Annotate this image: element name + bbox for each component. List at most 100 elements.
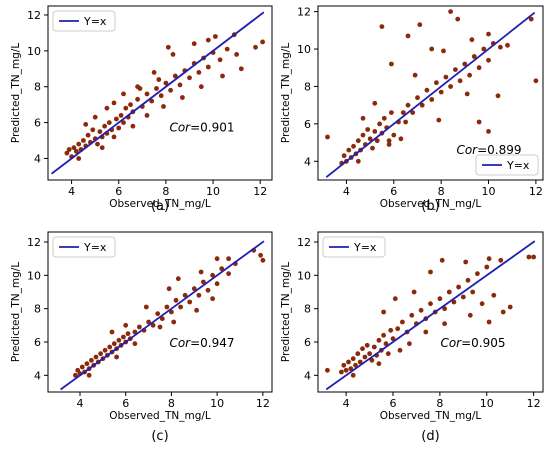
data-point: [531, 254, 536, 260]
legend: Y=x: [52, 10, 116, 32]
data-point: [486, 31, 491, 37]
data-point: [438, 89, 444, 95]
data-point: [442, 321, 447, 327]
y-tick-label: 6: [34, 117, 41, 130]
data-point: [415, 95, 420, 101]
data-point: [395, 326, 401, 332]
data-point: [83, 122, 89, 127]
data-point: [381, 332, 386, 338]
data-point: [486, 57, 491, 63]
y-tick-label: 8: [34, 81, 41, 94]
y-axis-label: Predicted_TN_mg/L: [280, 43, 292, 143]
data-point: [118, 113, 124, 118]
x-tick-label: 8: [438, 185, 445, 198]
data-point: [219, 266, 225, 272]
data-point: [226, 256, 232, 262]
data-point: [146, 319, 152, 325]
data-point: [106, 120, 112, 125]
x-axis-label: Observed_TN_mg/L: [109, 198, 211, 210]
correlation-symbol: Cor: [169, 120, 191, 134]
data-point: [429, 97, 435, 102]
x-tick-label: 4: [77, 397, 84, 410]
data-point: [154, 86, 159, 91]
correlation-value: =0.899: [477, 143, 521, 157]
data-point: [388, 327, 394, 333]
data-point: [505, 42, 510, 48]
x-tick-label: 10: [206, 185, 220, 198]
data-point: [341, 153, 347, 159]
data-point: [198, 269, 204, 275]
correlation-label: Cor=0.947: [169, 336, 234, 350]
data-point: [201, 279, 206, 285]
correlation-value: =0.947: [190, 336, 234, 350]
data-point: [350, 372, 356, 378]
correlation-label: Cor=0.901: [169, 120, 234, 134]
data-point: [170, 52, 176, 57]
data-point: [439, 257, 445, 263]
data-point: [383, 341, 389, 347]
correlation-symbol: Cor: [440, 336, 462, 350]
data-point: [377, 121, 382, 127]
data-point: [104, 105, 110, 111]
data-point: [400, 110, 406, 115]
y-tick-label: 10: [297, 43, 311, 56]
y-tick-label: 10: [27, 269, 41, 282]
y-tick-label: 6: [304, 118, 311, 131]
data-point: [424, 87, 430, 93]
data-point: [434, 80, 439, 86]
correlation-label: Cor=0.905: [440, 336, 505, 350]
data-point: [346, 147, 352, 153]
data-point: [353, 362, 358, 368]
data-point: [389, 110, 394, 115]
x-tick-label: 6: [122, 397, 129, 410]
x-tick-label: 4: [343, 185, 350, 198]
data-point: [73, 372, 78, 378]
data-point: [423, 329, 429, 335]
data-point: [360, 132, 366, 138]
x-axis-label: Observed_TN_mg/L: [380, 410, 482, 422]
x-axis-label: Observed_TN_mg/L: [109, 410, 211, 422]
data-point: [498, 257, 504, 263]
data-point: [114, 116, 119, 122]
correlation-symbol: Cor: [456, 143, 478, 157]
x-tick-label: 10: [480, 397, 494, 410]
data-point: [407, 341, 412, 347]
data-point: [114, 354, 119, 360]
data-point: [198, 84, 204, 90]
data-point: [437, 296, 443, 302]
data-point: [409, 312, 415, 318]
x-tick-label: 12: [253, 185, 267, 198]
data-point: [213, 34, 218, 39]
data-point: [92, 114, 98, 120]
data-point: [467, 312, 473, 318]
legend-box: [322, 236, 386, 258]
data-point: [486, 319, 492, 325]
y-tick-label: 12: [297, 6, 311, 19]
data-point: [111, 341, 117, 347]
y-tick-label: 8: [304, 303, 311, 316]
data-point: [84, 361, 90, 367]
data-point: [533, 78, 539, 84]
data-point: [429, 46, 435, 52]
data-point: [116, 125, 122, 131]
y-tick-label: 4: [34, 369, 41, 382]
data-point: [428, 269, 433, 275]
data-point: [137, 86, 143, 91]
data-point: [66, 147, 72, 152]
data-point: [81, 138, 86, 143]
data-point: [173, 297, 179, 303]
data-point: [90, 127, 96, 133]
data-point: [151, 70, 157, 75]
data-point: [343, 367, 349, 373]
x-tick-label: 6: [390, 397, 397, 410]
data-point: [348, 366, 354, 372]
data-point: [234, 52, 240, 57]
data-point: [457, 78, 463, 84]
x-tick-label: 10: [210, 397, 224, 410]
data-point: [149, 98, 155, 104]
data-point: [372, 129, 378, 134]
data-point: [411, 289, 417, 295]
data-point: [171, 319, 177, 325]
data-point: [500, 309, 506, 315]
data-point: [205, 64, 211, 70]
